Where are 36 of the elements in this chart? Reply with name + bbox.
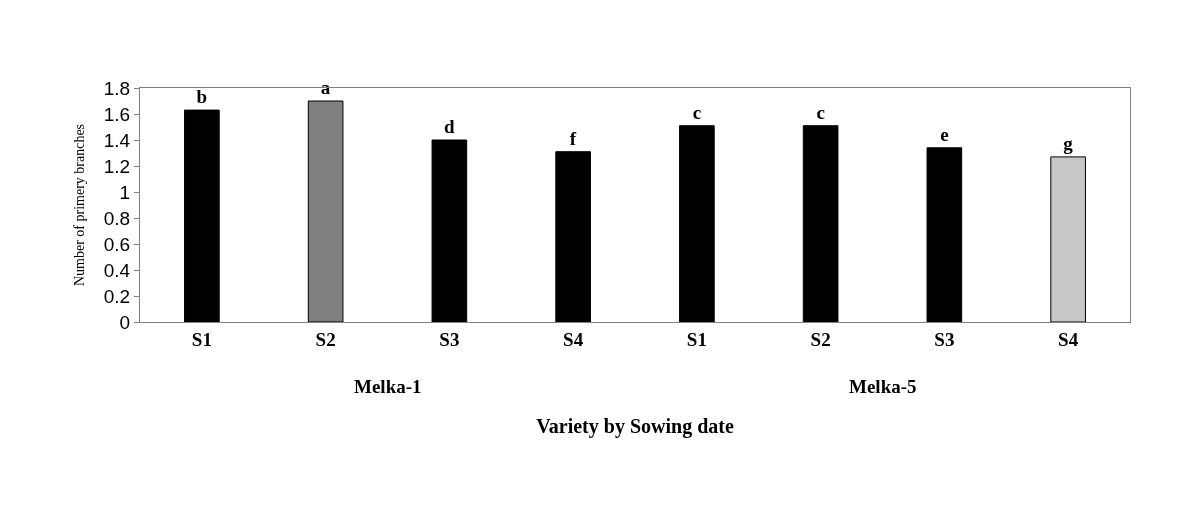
- bar: [555, 151, 591, 322]
- data-label: b: [196, 86, 208, 108]
- x-tick-label: S1: [191, 328, 212, 350]
- y-tick-label: 0.8: [103, 207, 131, 229]
- bar: [431, 139, 468, 322]
- text: Melka-1: [354, 376, 422, 397]
- y-tick-label: 1: [119, 181, 131, 203]
- bar: [926, 147, 963, 322]
- data-label: d: [443, 116, 455, 137]
- x-tick-label: S2: [810, 328, 831, 350]
- data-label: f: [569, 127, 577, 149]
- data-label: c: [816, 101, 825, 123]
- x-tick-label: S2: [315, 328, 336, 350]
- bar: [802, 125, 839, 322]
- x-tick-label: S3: [934, 328, 955, 350]
- y-tick-label: 1.8: [103, 77, 131, 99]
- x-tick-label: S4: [563, 328, 584, 350]
- data-label: e: [940, 123, 949, 145]
- bar: [184, 109, 220, 322]
- y-tick-label: 0: [119, 311, 131, 333]
- data-label: c: [692, 101, 702, 123]
- y-tick-label: 0.6: [103, 233, 131, 255]
- text: Melka-5: [849, 376, 917, 397]
- x-tick-label: S3: [439, 328, 460, 350]
- data-label: g: [1063, 132, 1074, 154]
- y-tick-label: 0.2: [103, 285, 131, 307]
- y-tick-label: 1.4: [103, 129, 131, 151]
- x-tick-label: S4: [1058, 328, 1079, 350]
- y-tick-label: 0.4: [103, 259, 131, 281]
- y-tick-label: 1.6: [103, 103, 131, 125]
- bar: [1050, 156, 1086, 322]
- x-tick-label: S1: [686, 328, 707, 350]
- x-axis-title: Variety by Sowing date: [536, 415, 734, 439]
- y-axis-title: Number of primery branches: [72, 123, 88, 287]
- y-tick-label: 1.2: [103, 155, 131, 177]
- bar: [679, 125, 715, 322]
